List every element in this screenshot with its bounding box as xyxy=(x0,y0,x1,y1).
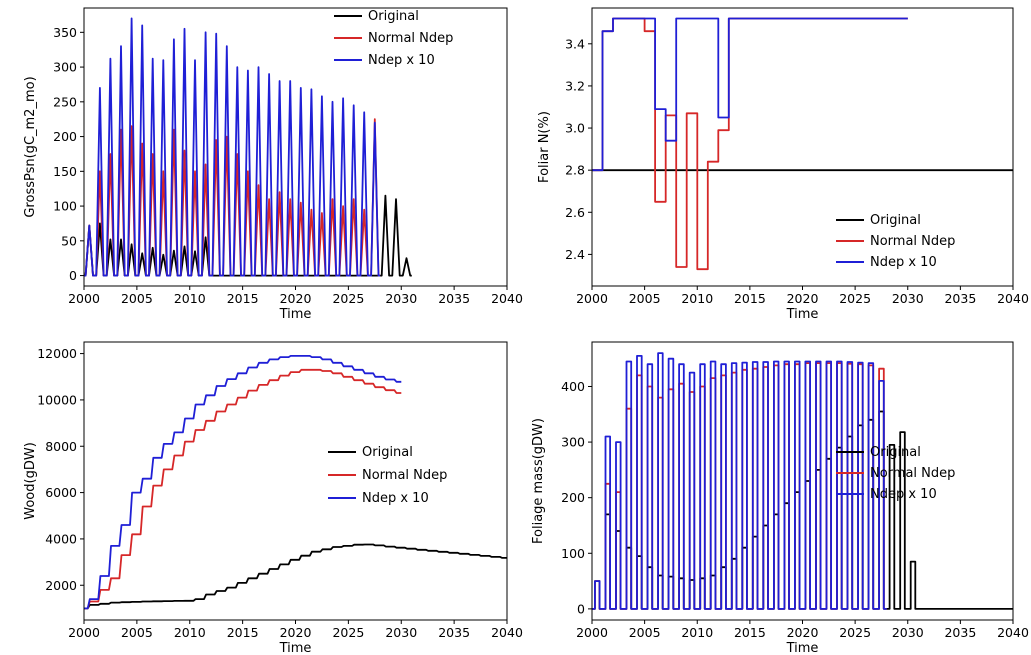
y-tick-label: 10000 xyxy=(37,392,77,407)
x-tick-label: 2005 xyxy=(629,291,661,306)
chart-wood: 2000 2005 2010 2015 2020 2025 2030 2035 2040 2000… xyxy=(23,341,523,655)
x-tick-label: 2030 xyxy=(892,291,924,306)
x-tick-label: 2030 xyxy=(385,291,417,306)
y-tick-label: 4000 xyxy=(45,531,77,546)
x-axis-label: Time xyxy=(279,641,312,655)
x-tick-label: 2025 xyxy=(332,625,364,640)
y-tick-label: 2.6 xyxy=(565,205,585,220)
y-tick-label: 250 xyxy=(53,94,77,109)
y-axis-label: GrossPsn(gC_m2_mo) xyxy=(23,76,38,217)
x-tick-label: 2020 xyxy=(280,625,312,640)
series-line-normal xyxy=(84,368,402,610)
x-tick-label: 2020 xyxy=(787,291,819,306)
x-tick-label: 2015 xyxy=(734,625,766,640)
y-tick-label: 0 xyxy=(577,601,585,616)
y-tick-label: 2.4 xyxy=(565,247,585,262)
legend-entry: Original xyxy=(870,213,921,228)
y-axis-label: Wood(gDW) xyxy=(23,442,38,520)
series-line-ndep10 xyxy=(592,352,887,610)
x-tick-label: 2035 xyxy=(944,625,976,640)
y-axis-label: Foliage mass(gDW) xyxy=(531,418,546,544)
series-line-ndep10 xyxy=(84,17,381,277)
x-tick-label: 2030 xyxy=(385,625,417,640)
y-tick-label: 100 xyxy=(53,199,77,214)
legend-entry: Ndep x 10 xyxy=(362,491,429,506)
legend-entry: Ndep x 10 xyxy=(368,53,435,68)
legend-entry: Normal Ndep xyxy=(368,31,453,46)
x-tick-label: 2040 xyxy=(491,291,523,306)
x-axis-label: Time xyxy=(786,307,819,322)
legend-entry: Normal Ndep xyxy=(362,468,447,483)
legend-entry: Original xyxy=(368,9,419,24)
y-tick-label: 200 xyxy=(53,129,77,144)
y-tick-label: 400 xyxy=(561,379,585,394)
series-line-ndep10 xyxy=(84,355,402,610)
x-tick-label: 2000 xyxy=(576,291,608,306)
x-tick-label: 2015 xyxy=(734,291,766,306)
x-tick-label: 2030 xyxy=(892,625,924,640)
y-tick-label: 300 xyxy=(561,435,585,450)
x-axis-label: Time xyxy=(279,307,312,322)
legend-entry: Normal Ndep xyxy=(870,234,955,249)
x-tick-label: 2020 xyxy=(787,625,819,640)
series-line-ndep10 xyxy=(592,17,908,172)
x-tick-label: 2010 xyxy=(174,625,206,640)
y-tick-label: 150 xyxy=(53,164,77,179)
legend-entry: Original xyxy=(362,445,413,460)
x-tick-label: 2005 xyxy=(121,291,153,306)
x-tick-label: 2000 xyxy=(576,625,608,640)
legend-entry: Normal Ndep xyxy=(870,466,955,481)
y-tick-label: 100 xyxy=(561,546,585,561)
x-axis-label: Time xyxy=(786,641,819,655)
x-tick-label: 2000 xyxy=(68,291,100,306)
x-tick-label: 2025 xyxy=(839,291,871,306)
y-tick-label: 300 xyxy=(53,60,77,75)
y-tick-label: 0 xyxy=(69,268,77,283)
x-tick-label: 2015 xyxy=(227,291,259,306)
series-line-normal xyxy=(592,17,908,271)
x-tick-label: 2025 xyxy=(332,291,364,306)
plot-frame xyxy=(83,7,508,287)
series-line-original xyxy=(84,543,507,610)
chart-gpp: 2000 2005 2010 2015 2020 2025 2030 2035 2040 0 50 1… xyxy=(23,7,523,322)
plot-frame xyxy=(591,341,1014,621)
x-tick-label: 2015 xyxy=(227,625,259,640)
x-tick-label: 2035 xyxy=(944,291,976,306)
x-tick-label: 2010 xyxy=(174,291,206,306)
y-tick-label: 200 xyxy=(561,490,585,505)
legend-entry: Ndep x 10 xyxy=(870,255,937,270)
y-tick-label: 6000 xyxy=(45,485,77,500)
x-tick-label: 2025 xyxy=(839,625,871,640)
chart-foliarn: 2000 2005 2010 2015 2020 2025 2030 2035 2040 2.4 2… xyxy=(537,7,1029,322)
x-tick-label: 2040 xyxy=(997,625,1029,640)
x-tick-label: 2040 xyxy=(997,291,1029,306)
x-tick-label: 2005 xyxy=(121,625,153,640)
x-tick-label: 2020 xyxy=(280,291,312,306)
legend-entry: Ndep x 10 xyxy=(870,487,937,502)
x-tick-label: 2010 xyxy=(681,291,713,306)
x-tick-label: 2005 xyxy=(629,625,661,640)
x-tick-label: 2010 xyxy=(681,625,713,640)
y-tick-label: 50 xyxy=(61,233,77,248)
chart-foliage: 2000 2005 2010 2015 2020 2025 2030 2035 2040 0 100… xyxy=(531,341,1029,655)
y-tick-label: 12000 xyxy=(37,346,77,361)
y-tick-label: 3.4 xyxy=(565,36,585,51)
y-tick-label: 2.8 xyxy=(565,163,585,178)
x-tick-label: 2035 xyxy=(438,291,470,306)
x-tick-label: 2040 xyxy=(491,625,523,640)
legend-entry: Original xyxy=(870,445,921,460)
y-tick-label: 2000 xyxy=(45,578,77,593)
y-tick-label: 350 xyxy=(53,25,77,40)
y-tick-label: 8000 xyxy=(45,439,77,454)
x-tick-label: 2000 xyxy=(68,625,100,640)
x-tick-label: 2035 xyxy=(438,625,470,640)
y-tick-label: 3.0 xyxy=(565,121,585,136)
y-tick-label: 3.2 xyxy=(565,78,585,93)
series-line-original xyxy=(592,410,1013,610)
y-axis-label: Foliar N(%) xyxy=(537,111,552,183)
